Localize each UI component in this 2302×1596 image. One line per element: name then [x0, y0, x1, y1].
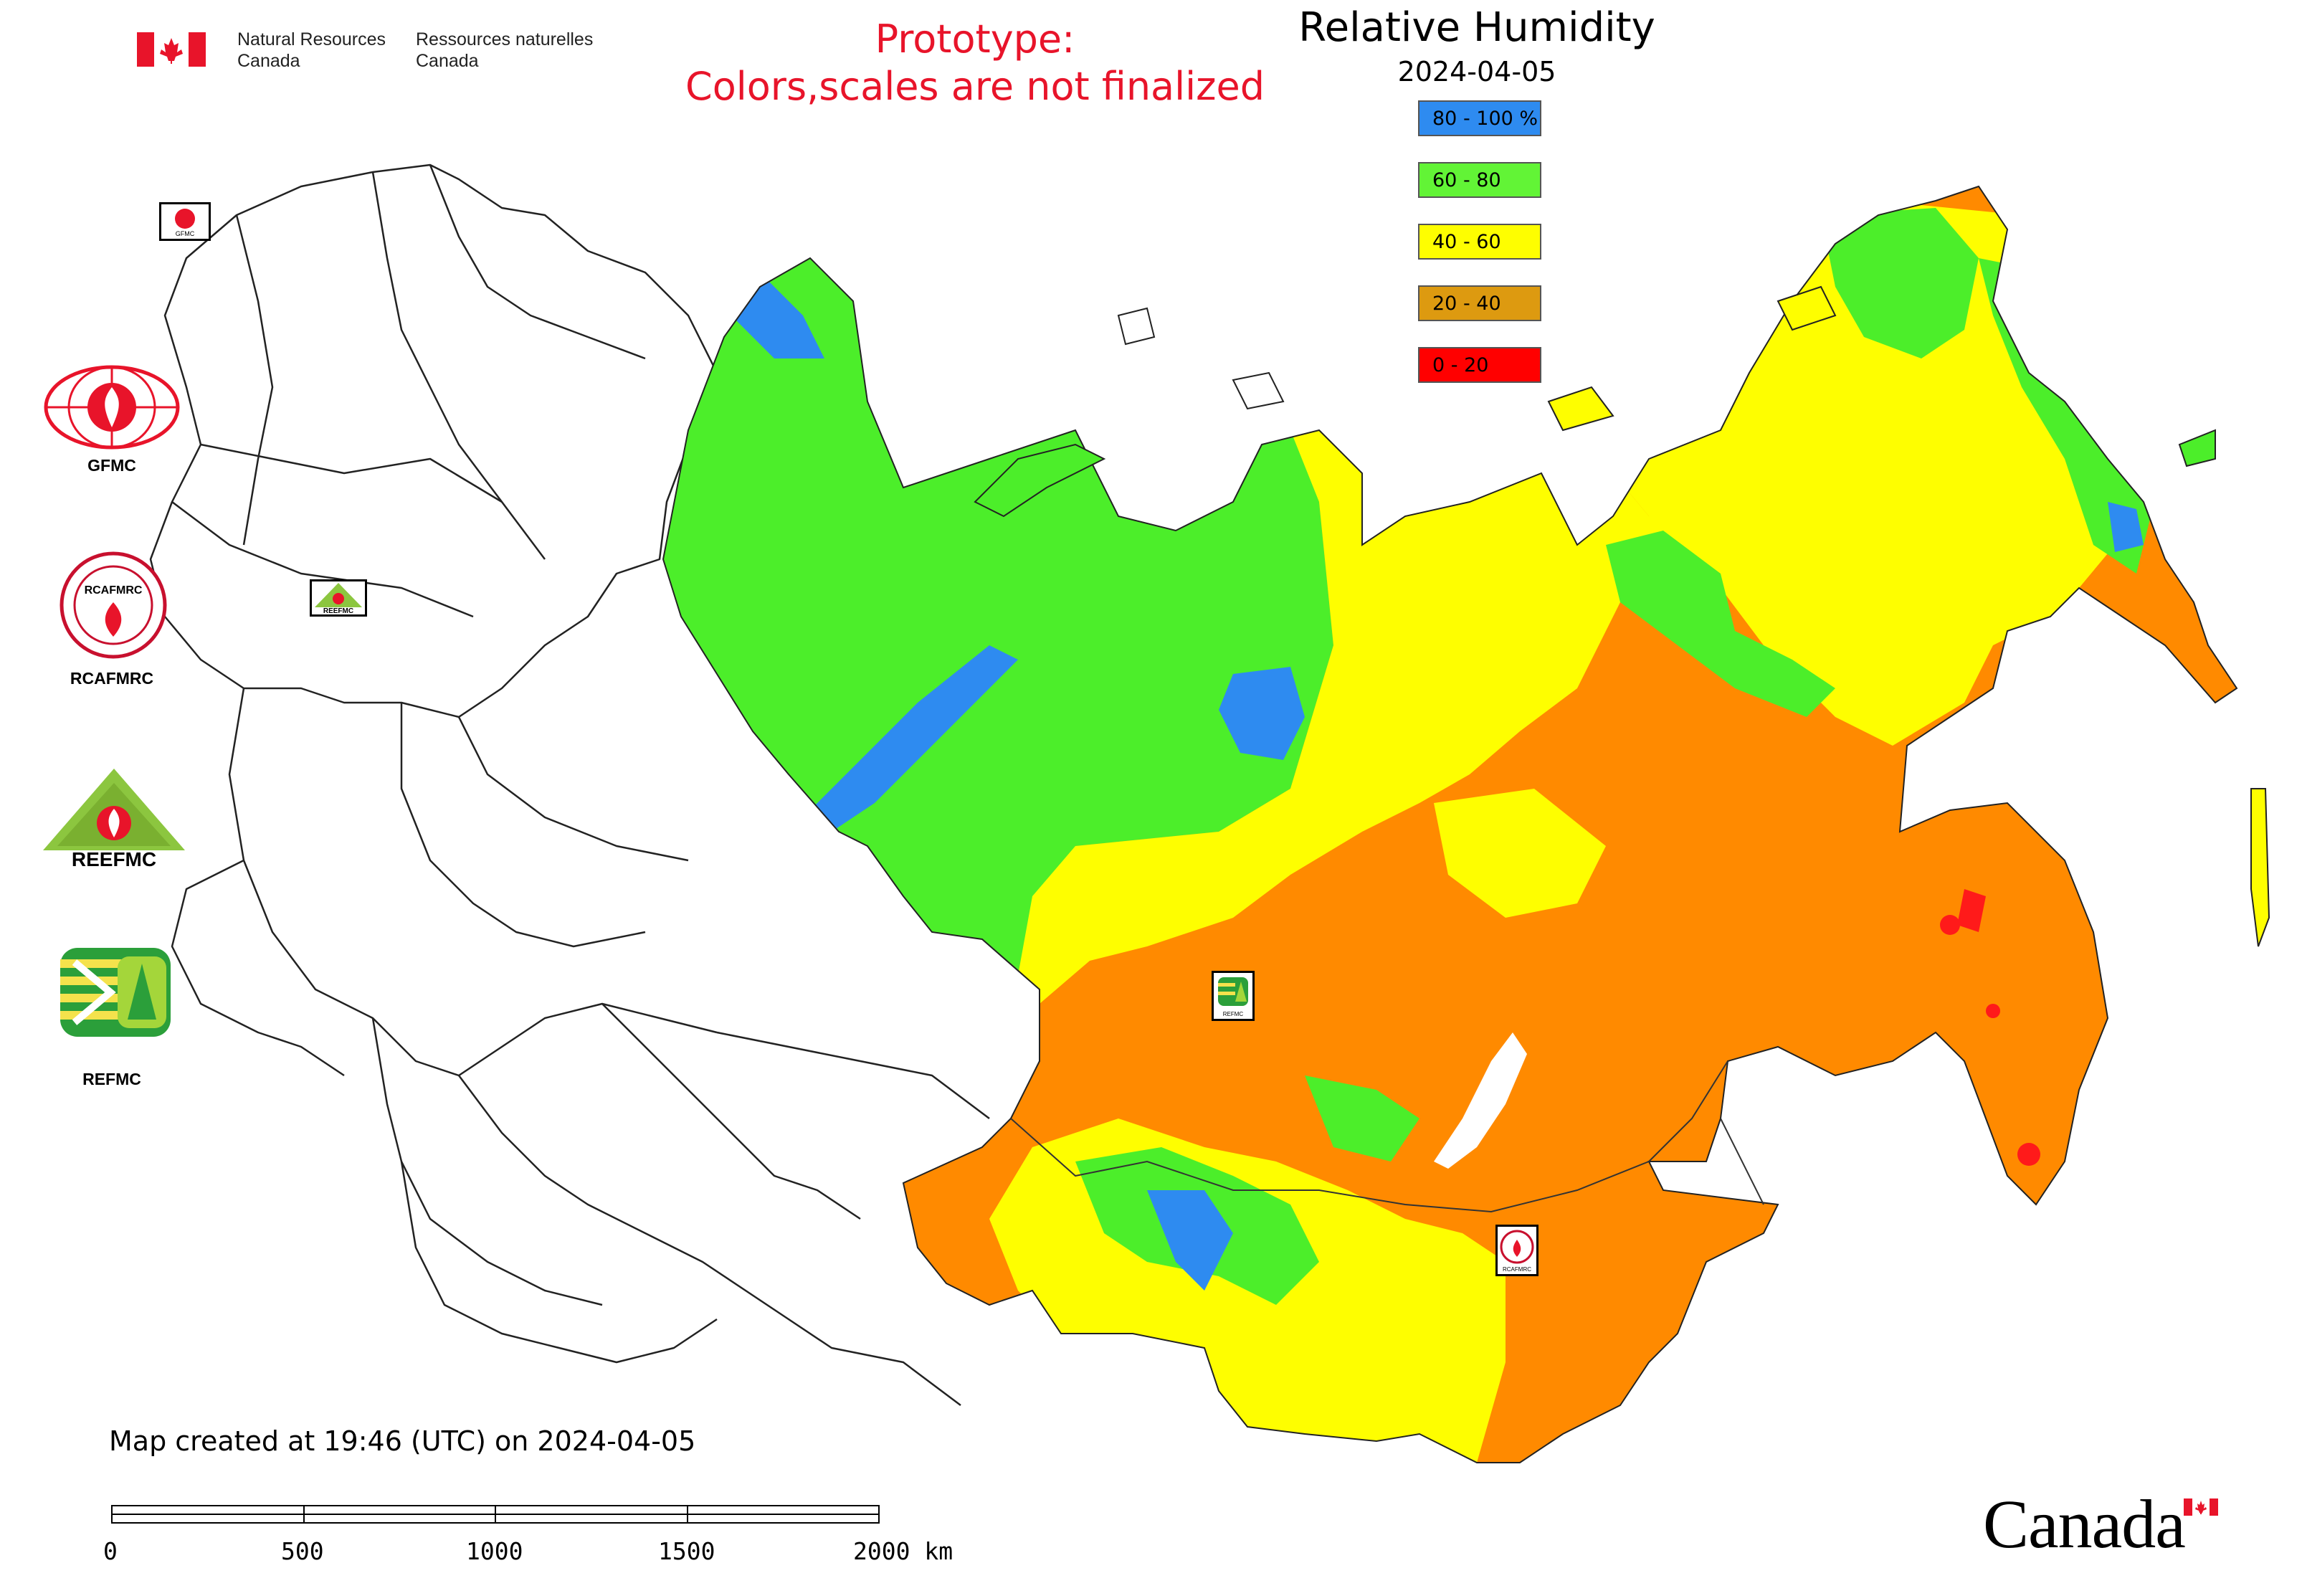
legend: 80 - 100 % 60 - 80 40 - 60 20 - 40 0 - 2…: [1418, 100, 1541, 383]
gfmc-logo-icon: [42, 363, 182, 452]
scale-tick-2000: 2000 km: [853, 1537, 953, 1565]
scale-bar: [111, 1505, 880, 1524]
zone-60-80-kolyma: [1821, 208, 1979, 358]
legend-item-60-80: 60 - 80: [1418, 162, 1541, 198]
agency-name-fr: Ressources naturelles Canada: [416, 29, 594, 71]
internal-borders: [1010, 1060, 1764, 1213]
refmc-logo-icon: [60, 948, 171, 1037]
scale-tick-500: 500: [281, 1537, 324, 1565]
zone-0-20-c: [2017, 1143, 2040, 1166]
zone-40-60-patch: [1434, 789, 1606, 918]
scale-tick-1000: 1000: [466, 1537, 523, 1565]
map-marker-reefmc: REEFMC: [310, 579, 367, 617]
zone-0-20-a: [1940, 915, 1960, 935]
lake-baikal: [1434, 1032, 1527, 1169]
refmc-label: REFMC: [82, 1070, 141, 1088]
map-marker-reefmc-label: REEFMC: [323, 607, 353, 614]
zone-60-80-lena: [1606, 531, 1835, 717]
map-title: Relative Humidity: [1298, 4, 1655, 51]
zone-40-60-central: [1018, 430, 1721, 1004]
zone-60-80-baikal: [1305, 1075, 1419, 1162]
zone-0-20-d: [1957, 889, 1986, 932]
agency-name-en: Natural Resources Canada: [237, 29, 386, 71]
canada-flag-icon: [137, 32, 206, 67]
region-coastline: [662, 185, 2238, 1463]
map-marker-rcafmrc: RCAFMRC: [1495, 1225, 1538, 1276]
legend-item-20-40: 20 - 40: [1418, 285, 1541, 321]
zone-80-100-putorana: [1219, 667, 1305, 760]
svg-text:RCAFMRC: RCAFMRC: [85, 584, 143, 597]
map-marker-gfmc: GFMC: [159, 202, 211, 241]
scale-tick-0: 0: [103, 1537, 118, 1565]
zone-0-20-b: [1986, 1004, 2000, 1018]
map-marker-refmc-label: REFMC: [1223, 1011, 1244, 1017]
prototype-notice: Prototype: Colors,scales are not finaliz…: [685, 16, 1265, 109]
pacific-islands: [2178, 429, 2270, 947]
legend-item-40-60: 40 - 60: [1418, 224, 1541, 260]
zone-80-100-kamchatka: [2108, 502, 2144, 552]
legend-item-0-20: 0 - 20: [1418, 347, 1541, 383]
reefmc-wordmark: REEFMC: [72, 848, 156, 870]
map-marker-gfmc-label: GFMC: [176, 230, 195, 237]
zone-80-100-westsiberia: [789, 645, 1018, 846]
canada-wordmark: Canada: [1983, 1486, 2186, 1562]
map-date: 2024-04-05: [1397, 56, 1556, 87]
reefmc-logo-icon: REEFMC: [37, 766, 191, 870]
map-marker-refmc: REFMC: [1212, 971, 1255, 1021]
legend-item-80-100: 80 - 100 %: [1418, 100, 1541, 136]
map-marker-rcafmrc-label: RCAFMRC: [1503, 1266, 1531, 1273]
wordmark-flag-icon: [2184, 1498, 2218, 1516]
map-created-text: Map created at 19:46 (UTC) on 2024-04-05: [109, 1425, 696, 1457]
gfmc-label: GFMC: [87, 456, 136, 475]
scale-tick-1500: 1500: [658, 1537, 715, 1565]
rcafmrc-logo-icon: RCAFMRC: [59, 551, 168, 660]
western-countries-outline: [149, 163, 990, 1406]
rcafmrc-label: RCAFMRC: [70, 669, 154, 688]
arctic-islands: [974, 285, 1837, 518]
zone-80-100-altai: [1147, 1190, 1233, 1291]
